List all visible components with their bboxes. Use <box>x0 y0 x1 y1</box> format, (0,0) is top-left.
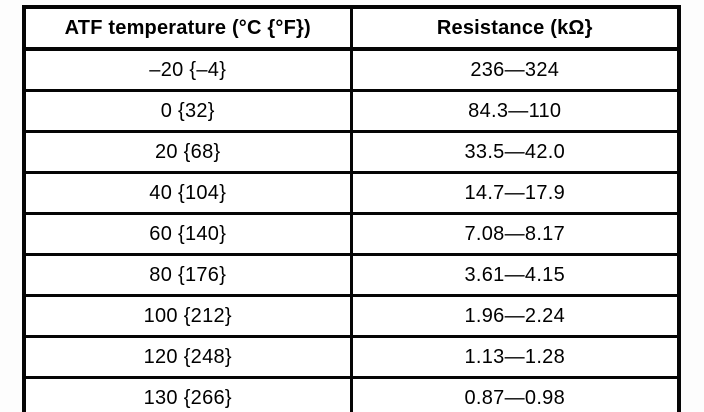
table-row: 60 {140} 7.08—8.17 <box>22 212 681 256</box>
column-header-atf-temperature: ATF temperature (°C {°F}) <box>22 5 353 51</box>
table-row: 20 {68} 33.5—42.0 <box>22 130 681 174</box>
atf-resistance-table: ATF temperature (°C {°F}) Resistance (kΩ… <box>22 5 681 412</box>
temperature-cell: 100 {212} <box>22 294 353 338</box>
temperature-cell: 0 {32} <box>22 89 353 133</box>
table-row: 120 {248} 1.13—1.28 <box>22 335 681 379</box>
temperature-cell: 130 {266} <box>22 376 353 412</box>
temperature-cell: 120 {248} <box>22 335 353 379</box>
table-row: 130 {266} 0.87—0.98 <box>22 376 681 412</box>
resistance-cell: 0.87—0.98 <box>349 376 681 412</box>
table-row: 0 {32} 84.3—110 <box>22 89 681 133</box>
column-header-resistance: Resistance (kΩ} <box>349 5 681 51</box>
resistance-cell: 1.13—1.28 <box>349 335 681 379</box>
resistance-cell: 236—324 <box>349 47 681 92</box>
resistance-cell: 33.5—42.0 <box>349 130 681 174</box>
table-row: 100 {212} 1.96—2.24 <box>22 294 681 338</box>
temperature-cell: 60 {140} <box>22 212 353 256</box>
temperature-cell: 20 {68} <box>22 130 353 174</box>
table-row: 80 {176} 3.61—4.15 <box>22 253 681 297</box>
resistance-cell: 7.08—8.17 <box>349 212 681 256</box>
table-row: –20 {–4} 236—324 <box>22 47 681 92</box>
resistance-cell: 3.61—4.15 <box>349 253 681 297</box>
resistance-cell: 14.7—17.9 <box>349 171 681 215</box>
temperature-cell: –20 {–4} <box>22 47 353 92</box>
table-row: 40 {104} 14.7—17.9 <box>22 171 681 215</box>
resistance-cell: 1.96—2.24 <box>349 294 681 338</box>
header-row: ATF temperature (°C {°F}) Resistance (kΩ… <box>22 5 681 51</box>
temperature-cell: 80 {176} <box>22 253 353 297</box>
temperature-cell: 40 {104} <box>22 171 353 215</box>
resistance-cell: 84.3—110 <box>349 89 681 133</box>
